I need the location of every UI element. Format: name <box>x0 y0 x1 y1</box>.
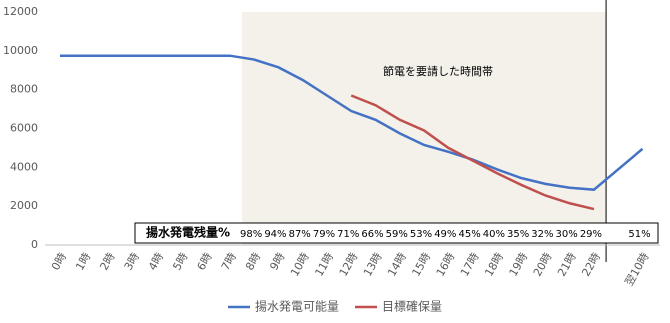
annotation: 節電を要請した時間帯 <box>383 64 493 78</box>
legend-label: 目標確保量 <box>382 299 442 314</box>
table-value: 94% <box>264 229 286 240</box>
table-value: 51% <box>628 229 650 240</box>
table-value: 49% <box>434 229 456 240</box>
table-value: 59% <box>386 229 408 240</box>
y-tick-label: 10000 <box>3 44 38 57</box>
series-line <box>60 54 644 191</box>
y-tick-label: 8000 <box>10 83 38 96</box>
table-value: 32% <box>531 229 553 240</box>
y-tick-label: 12000 <box>3 5 38 18</box>
series-line <box>350 94 595 211</box>
table-value: 79% <box>313 229 335 240</box>
highlight-area <box>242 12 607 245</box>
table-value: 45% <box>458 229 480 240</box>
y-tick-label: 6000 <box>10 122 38 135</box>
table-value: 66% <box>361 229 383 240</box>
table-value: 35% <box>507 229 529 240</box>
y-tick-label: 2000 <box>10 199 38 212</box>
table-value: 87% <box>289 229 311 240</box>
table-value: 98% <box>240 229 262 240</box>
table-value: 30% <box>556 229 578 240</box>
table-value: 40% <box>483 229 505 240</box>
table-value: 53% <box>410 229 432 240</box>
legend-label: 揚水発電可能量 <box>255 300 339 314</box>
y-tick-label: 0 <box>31 238 38 251</box>
table-value: 71% <box>337 229 359 240</box>
table-box <box>134 222 659 244</box>
y-tick-label: 4000 <box>10 160 38 173</box>
table-value: 29% <box>580 229 602 240</box>
table-label: 揚水発電残量% <box>146 225 230 240</box>
